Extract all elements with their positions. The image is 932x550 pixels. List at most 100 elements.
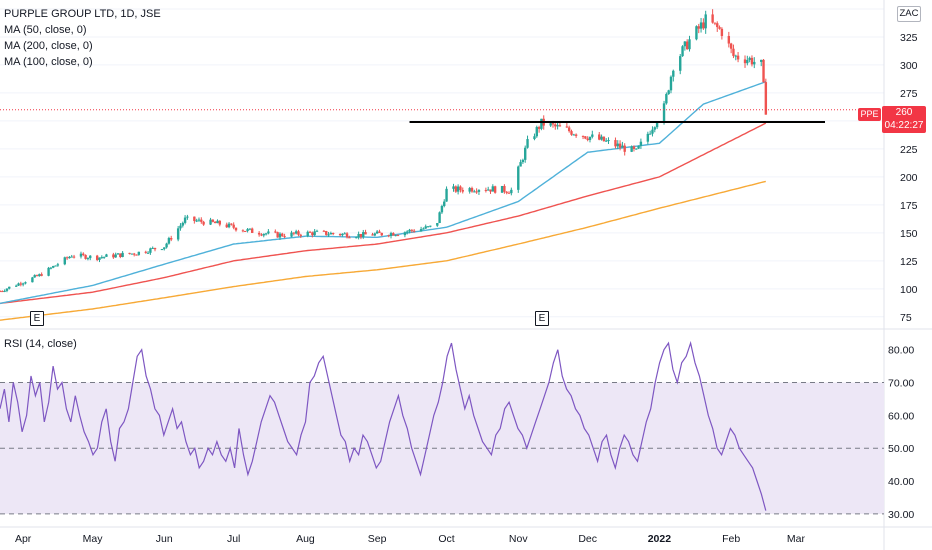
candle-body xyxy=(443,201,446,207)
candle-body xyxy=(764,82,768,115)
candle-body xyxy=(211,219,215,222)
candle-body xyxy=(604,140,608,142)
candle-body xyxy=(151,247,154,249)
time-tick-label: Aug xyxy=(296,533,315,545)
candle-body xyxy=(329,232,333,235)
candle-body xyxy=(52,266,55,268)
candle-body xyxy=(639,141,643,146)
price-axis: 7510012515017520022525027530032535 xyxy=(883,0,918,550)
candle-body xyxy=(607,140,610,142)
candle-body xyxy=(153,247,157,250)
candle-body xyxy=(294,231,298,234)
time-tick-label: Jun xyxy=(156,533,173,545)
candle-body xyxy=(533,136,536,140)
candle-body xyxy=(412,230,416,232)
legend-ma200[interactable]: MA (200, close, 0) xyxy=(4,40,93,52)
candle-body xyxy=(308,231,312,233)
candle-body xyxy=(426,226,430,228)
candle-body xyxy=(748,57,751,61)
candle-body xyxy=(470,188,474,192)
currency-badge[interactable]: ZAC xyxy=(897,6,921,22)
candle-body xyxy=(424,226,427,229)
candle-body xyxy=(200,219,203,222)
candle-body xyxy=(260,234,263,236)
time-tick-label: Sep xyxy=(368,533,387,545)
candle-body xyxy=(132,253,136,255)
rsi-legend[interactable]: RSI (14, close) xyxy=(4,338,77,350)
candle-body xyxy=(31,277,34,283)
candle-body xyxy=(507,192,511,194)
candle-body xyxy=(197,219,201,221)
candle-body xyxy=(40,274,43,276)
candle-body xyxy=(56,264,60,266)
candle-body xyxy=(186,216,189,218)
candle-body xyxy=(283,236,286,238)
time-tick-label: Feb xyxy=(722,533,740,545)
candle-body xyxy=(21,283,25,285)
earnings-marker[interactable]: E xyxy=(30,311,44,326)
candle-body xyxy=(163,247,166,250)
candle-body xyxy=(371,234,374,236)
candles[interactable] xyxy=(0,9,768,293)
price-tick-label: 275 xyxy=(900,88,918,100)
candle-body xyxy=(665,94,668,104)
candle-body xyxy=(396,235,400,237)
candle-body xyxy=(672,70,675,77)
candle-body xyxy=(331,232,335,234)
symbol-title[interactable]: PURPLE GROUP LTD, 1D, JSE xyxy=(4,8,161,20)
candle-body xyxy=(5,288,9,291)
candle-body xyxy=(419,229,423,232)
candle-body xyxy=(713,22,717,24)
candle-body xyxy=(491,186,495,192)
candle-body xyxy=(160,249,164,251)
candle-body xyxy=(570,131,573,135)
legend-ma100[interactable]: MA (100, close, 0) xyxy=(4,56,93,68)
candle-body xyxy=(517,166,520,190)
candle-body xyxy=(500,185,504,193)
candle-body xyxy=(299,234,302,236)
candle-body xyxy=(588,136,592,140)
candle-body xyxy=(181,222,184,226)
candle-body xyxy=(685,41,689,50)
rsi-tick-label: 70.00 xyxy=(888,378,914,390)
candle-body xyxy=(297,231,300,235)
candle-body xyxy=(315,230,319,232)
candle-body xyxy=(392,233,395,236)
legend-ma50[interactable]: MA (50, close, 0) xyxy=(4,24,87,36)
price-tick-label: 175 xyxy=(900,200,918,212)
bar-countdown: 04:22:27 xyxy=(884,120,924,131)
ma200-path xyxy=(0,122,767,305)
candle-body xyxy=(325,231,328,235)
candle-body xyxy=(551,123,555,125)
candle-body xyxy=(484,189,488,191)
candle-body xyxy=(461,189,464,192)
last-price-value: 260 xyxy=(895,107,913,118)
candle-body xyxy=(456,186,460,192)
candle-body xyxy=(406,231,409,233)
candle-body xyxy=(241,230,245,232)
candle-body xyxy=(662,103,666,123)
candle-body xyxy=(540,118,543,129)
candle-body xyxy=(681,46,684,57)
candle-body xyxy=(614,140,617,147)
candle-body xyxy=(679,56,682,71)
candle-body xyxy=(322,230,326,232)
candle-body xyxy=(341,233,344,236)
candle-body xyxy=(327,234,330,236)
candle-body xyxy=(232,224,235,228)
candle-body xyxy=(387,235,390,237)
earnings-marker[interactable]: E xyxy=(535,311,549,326)
candle-body xyxy=(193,216,196,221)
price-tick-label: 75 xyxy=(900,312,912,324)
candle-body xyxy=(716,23,719,28)
time-axis: Apr May Jun Jul Aug Sep Oct Nov Dec 2022 Feb Mar xyxy=(0,526,932,545)
candle-body xyxy=(14,285,18,287)
candle-body xyxy=(584,136,587,139)
candle-body xyxy=(438,212,441,224)
price-tick-label: 200 xyxy=(900,172,918,184)
candle-body xyxy=(380,232,383,236)
candle-body xyxy=(292,232,296,234)
candle-body xyxy=(144,251,147,253)
candle-body xyxy=(489,189,492,192)
